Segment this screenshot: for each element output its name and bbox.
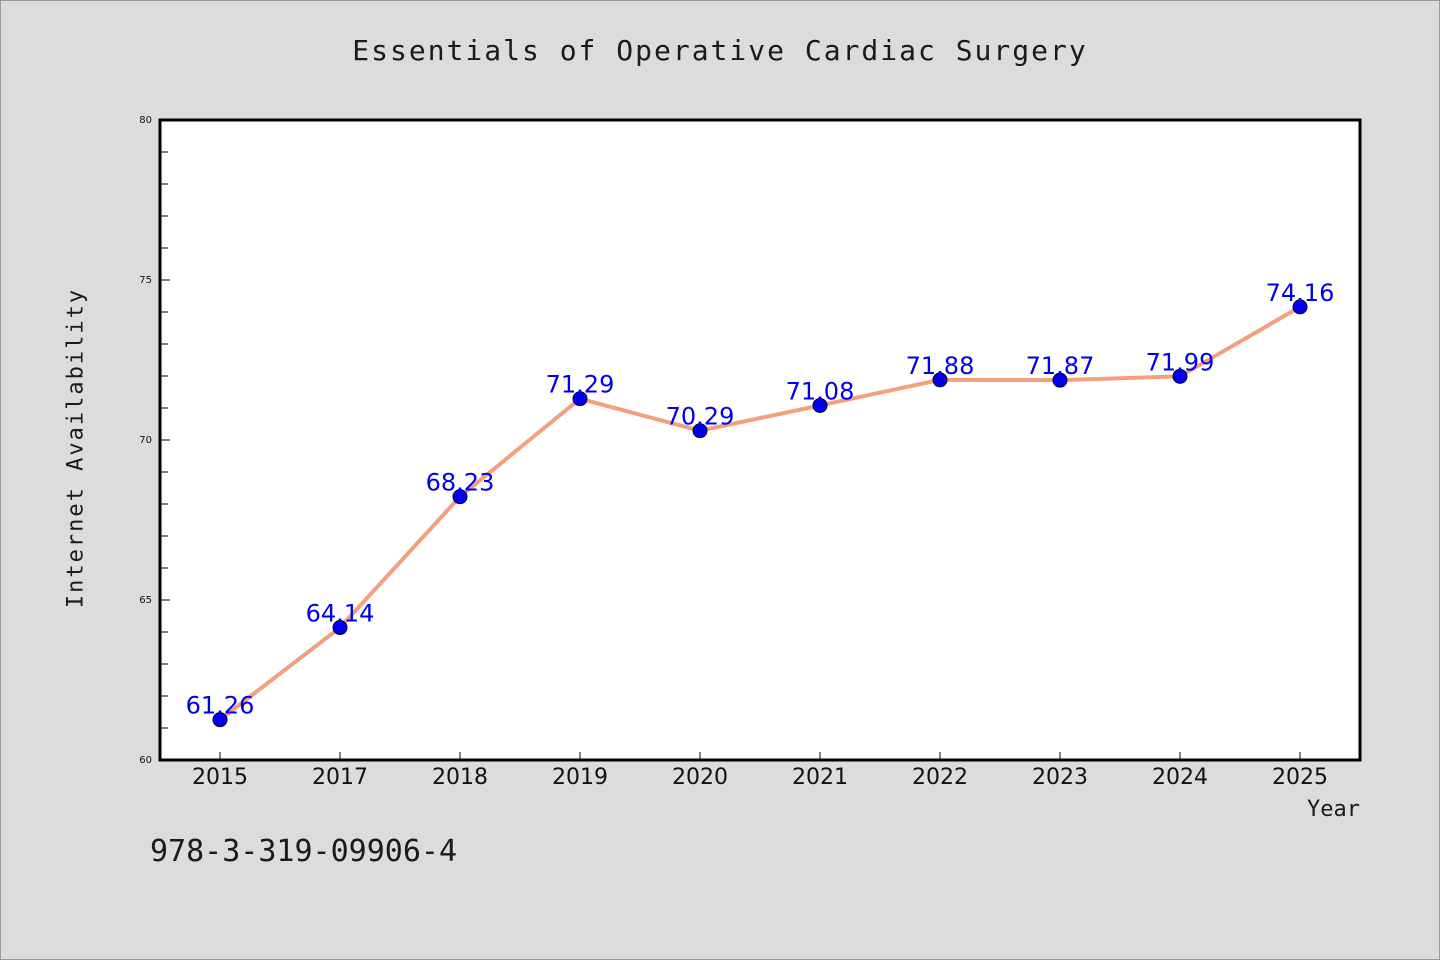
chart-title: Essentials of Operative Cardiac Surgery [352, 34, 1088, 67]
x-tick-label: 2025 [1272, 765, 1328, 790]
x-tick-label: 2015 [192, 765, 248, 790]
data-point [1052, 372, 1068, 388]
data-label: 68.23 [426, 469, 495, 497]
data-point [452, 489, 468, 505]
data-labels: 61.26 64.14 68.23 71.29 70.29 71.08 71.88 71.87… [186, 279, 1335, 720]
data-label: 70.29 [666, 403, 735, 431]
data-point [1292, 299, 1308, 315]
data-label: 71.29 [546, 371, 615, 399]
data-label: 71.88 [906, 352, 975, 380]
x-tick-label: 2020 [672, 765, 728, 790]
data-label: 64.14 [306, 600, 375, 628]
data-point [1172, 368, 1188, 384]
y-tick-label: 75 [139, 275, 152, 286]
x-axis-label: Year [1307, 797, 1360, 822]
data-point [212, 712, 228, 728]
data-label: 71.99 [1146, 348, 1215, 376]
data-markers [212, 299, 1308, 728]
x-tick-label: 2023 [1032, 765, 1088, 790]
x-tick-label: 2018 [432, 765, 488, 790]
data-point [332, 620, 348, 636]
x-tick-label: 2021 [792, 765, 848, 790]
data-label: 71.08 [786, 377, 855, 405]
y-tick-label: 60 [139, 755, 152, 766]
plot-frame [158, 118, 1362, 762]
data-label: 61.26 [186, 692, 255, 720]
plot-area [160, 120, 1360, 760]
y-tick-label: 70 [139, 435, 152, 446]
y-tick-label: 65 [139, 595, 152, 606]
data-point [572, 391, 588, 407]
data-label: 74.16 [1266, 279, 1335, 307]
data-point [812, 397, 828, 413]
data-label: 71.87 [1026, 352, 1095, 380]
x-tick-label: 2024 [1152, 765, 1208, 790]
y-axis-label: Internet Availability [63, 287, 89, 609]
data-point [932, 372, 948, 388]
y-tick-label: 80 [139, 115, 152, 126]
x-tick-label: 2017 [312, 765, 368, 790]
series-line [218, 305, 1302, 722]
footer-isbn: 978-3-319-09906-4 [150, 834, 458, 869]
data-point [692, 423, 708, 439]
x-tick-label: 2019 [552, 765, 608, 790]
x-tick-label: 2022 [912, 765, 968, 790]
x-axis-ticks: 2015 2017 2018 2019 2020 2021 2022 2023 2024 2025 [192, 752, 1328, 790]
